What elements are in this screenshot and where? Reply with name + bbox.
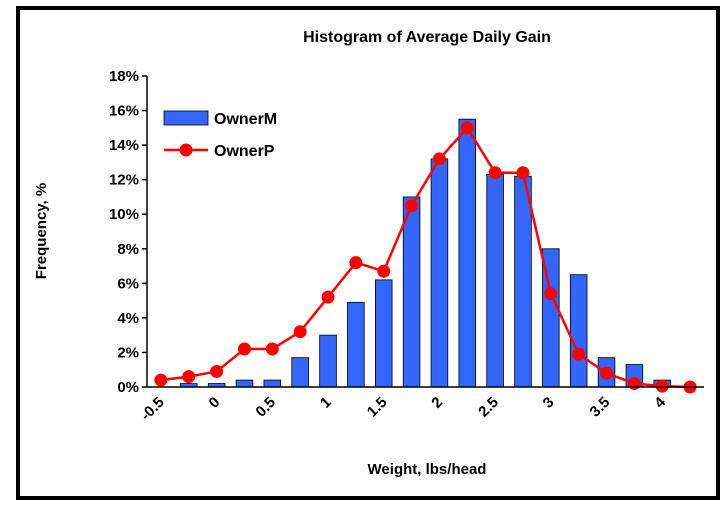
line-marker bbox=[544, 287, 558, 301]
bar bbox=[569, 274, 588, 388]
line-marker bbox=[600, 366, 614, 380]
y-tick-label: 14% bbox=[109, 137, 139, 154]
line-marker bbox=[405, 199, 419, 213]
legend-swatch-marker bbox=[179, 143, 193, 157]
y-tick-label: 6% bbox=[117, 275, 139, 292]
line-marker bbox=[154, 373, 168, 387]
line-marker bbox=[432, 152, 446, 166]
line-marker bbox=[488, 166, 502, 180]
line-marker bbox=[210, 364, 224, 378]
legend-label: OwnerP bbox=[214, 143, 275, 160]
chart-title: Histogram of Average Daily Gain bbox=[303, 29, 551, 46]
bar bbox=[263, 379, 282, 388]
y-tick-label: 4% bbox=[117, 310, 139, 327]
line-marker bbox=[237, 342, 251, 356]
legend-label: OwnerM bbox=[214, 111, 277, 128]
bar bbox=[430, 158, 449, 388]
line-marker bbox=[182, 370, 196, 384]
y-tick-label: 10% bbox=[109, 206, 139, 223]
line-marker bbox=[349, 256, 363, 270]
line-marker bbox=[516, 166, 530, 180]
line-marker bbox=[321, 290, 335, 304]
y-tick-label: 16% bbox=[109, 103, 139, 120]
bar bbox=[291, 357, 309, 388]
y-tick-label: 12% bbox=[109, 172, 139, 189]
bar bbox=[319, 334, 337, 388]
bar bbox=[486, 174, 504, 388]
y-tick-label: 0% bbox=[117, 379, 139, 396]
bar bbox=[235, 379, 254, 388]
legend-swatch bbox=[163, 110, 209, 126]
bar bbox=[458, 118, 477, 388]
line-marker bbox=[572, 347, 586, 361]
bar bbox=[347, 301, 365, 388]
line-marker bbox=[377, 264, 391, 278]
y-axis-label: Frequency, % bbox=[33, 183, 50, 279]
bar bbox=[514, 175, 532, 388]
y-tick-label: 8% bbox=[117, 241, 139, 258]
chart-frame bbox=[16, 6, 720, 500]
bar bbox=[402, 196, 421, 388]
bar bbox=[374, 279, 393, 388]
line-marker bbox=[627, 377, 641, 391]
x-axis-label: Weight, lbs/head bbox=[368, 461, 487, 478]
line-marker bbox=[655, 379, 669, 393]
line-marker bbox=[460, 121, 474, 135]
y-tick-label: 18% bbox=[109, 68, 139, 85]
line-marker bbox=[293, 325, 307, 339]
y-tick-label: 2% bbox=[117, 344, 139, 361]
line-marker bbox=[265, 342, 279, 356]
